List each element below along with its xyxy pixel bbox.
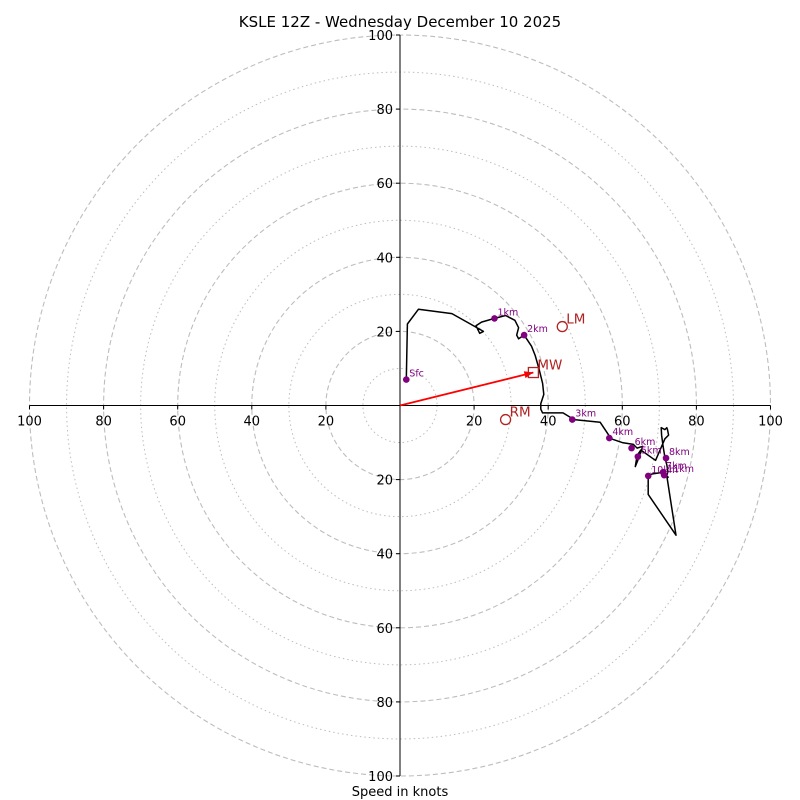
x-tick-label-left-40: 40: [244, 415, 261, 430]
x-tick-label-right-60: 60: [614, 415, 631, 430]
height-label-5km: 5km: [641, 446, 662, 457]
y-tick-label-down-20: 20: [376, 474, 393, 489]
height-point-3km: [568, 416, 576, 423]
height-point-2km: [520, 331, 528, 339]
storm-marker-lm: [556, 320, 568, 333]
y-tick-label-down-60: 60: [376, 622, 393, 637]
x-tick-label-left-80: 80: [95, 415, 112, 430]
height-label-1km: 1km: [497, 307, 518, 318]
y-tick-label-up-40: 40: [376, 251, 393, 266]
height-point-10km: [644, 472, 652, 480]
axis-tick-labels: 20 20 20 20 40 40 40 40 60 60 60 60 80 80 80 80 100 100 10…: [17, 29, 783, 785]
x-tick-label-left-20: 20: [318, 415, 335, 430]
x-tick-label-right-100: 100: [758, 415, 783, 430]
y-tick-label-up-60: 60: [376, 177, 393, 192]
x-axis-label: Speed in knots: [352, 785, 449, 800]
height-point-8km: [662, 454, 670, 462]
axis-ticks: [29, 34, 771, 777]
storm-motion-markers: LM MW RM: [499, 312, 585, 426]
y-tick-label-down-100: 100: [368, 770, 393, 785]
height-label-10km: 10km: [651, 465, 678, 476]
storm-marker-rm: [499, 413, 512, 426]
y-tick-label-down-40: 40: [376, 548, 393, 563]
x-tick-label-right-80: 80: [688, 415, 705, 430]
y-tick-label-up-100: 100: [368, 29, 393, 44]
height-point-6km: [628, 444, 635, 452]
height-point-sfc: [402, 376, 410, 383]
storm-label-rm: RM: [510, 405, 531, 421]
storm-label-mw: MW: [537, 358, 562, 374]
x-tick-label-left-60: 60: [169, 415, 186, 430]
height-label-8km: 8km: [669, 447, 690, 458]
height-point-11km: [660, 471, 668, 479]
mean-wind-vector: [399, 371, 534, 407]
storm-label-lm: LM: [566, 312, 585, 328]
height-label-7km: 7km: [666, 461, 687, 472]
storm-marker-mw: [527, 366, 540, 379]
height-label-4km: 4km: [612, 427, 633, 438]
height-point-5km: [634, 453, 642, 460]
x-tick-label-right-20: 20: [466, 415, 483, 430]
height-point-1km: [491, 315, 498, 322]
height-label-6km: 6km: [635, 437, 656, 448]
height-label-2km: 2km: [527, 324, 548, 335]
x-tick-label-right-40: 40: [540, 415, 557, 430]
x-tick-label-left-100: 100: [17, 415, 42, 430]
y-tick-label-up-20: 20: [376, 325, 393, 340]
height-label-11km: 11km: [667, 464, 694, 475]
height-point-4km: [606, 434, 613, 442]
height-label-sfc: Sfc: [409, 369, 424, 380]
y-tick-label-down-80: 80: [376, 696, 393, 711]
y-tick-label-up-80: 80: [376, 103, 393, 118]
height-label-3km: 3km: [575, 409, 596, 420]
chart-title: KSLE 12Z - Wednesday December 10 2025: [239, 13, 561, 31]
